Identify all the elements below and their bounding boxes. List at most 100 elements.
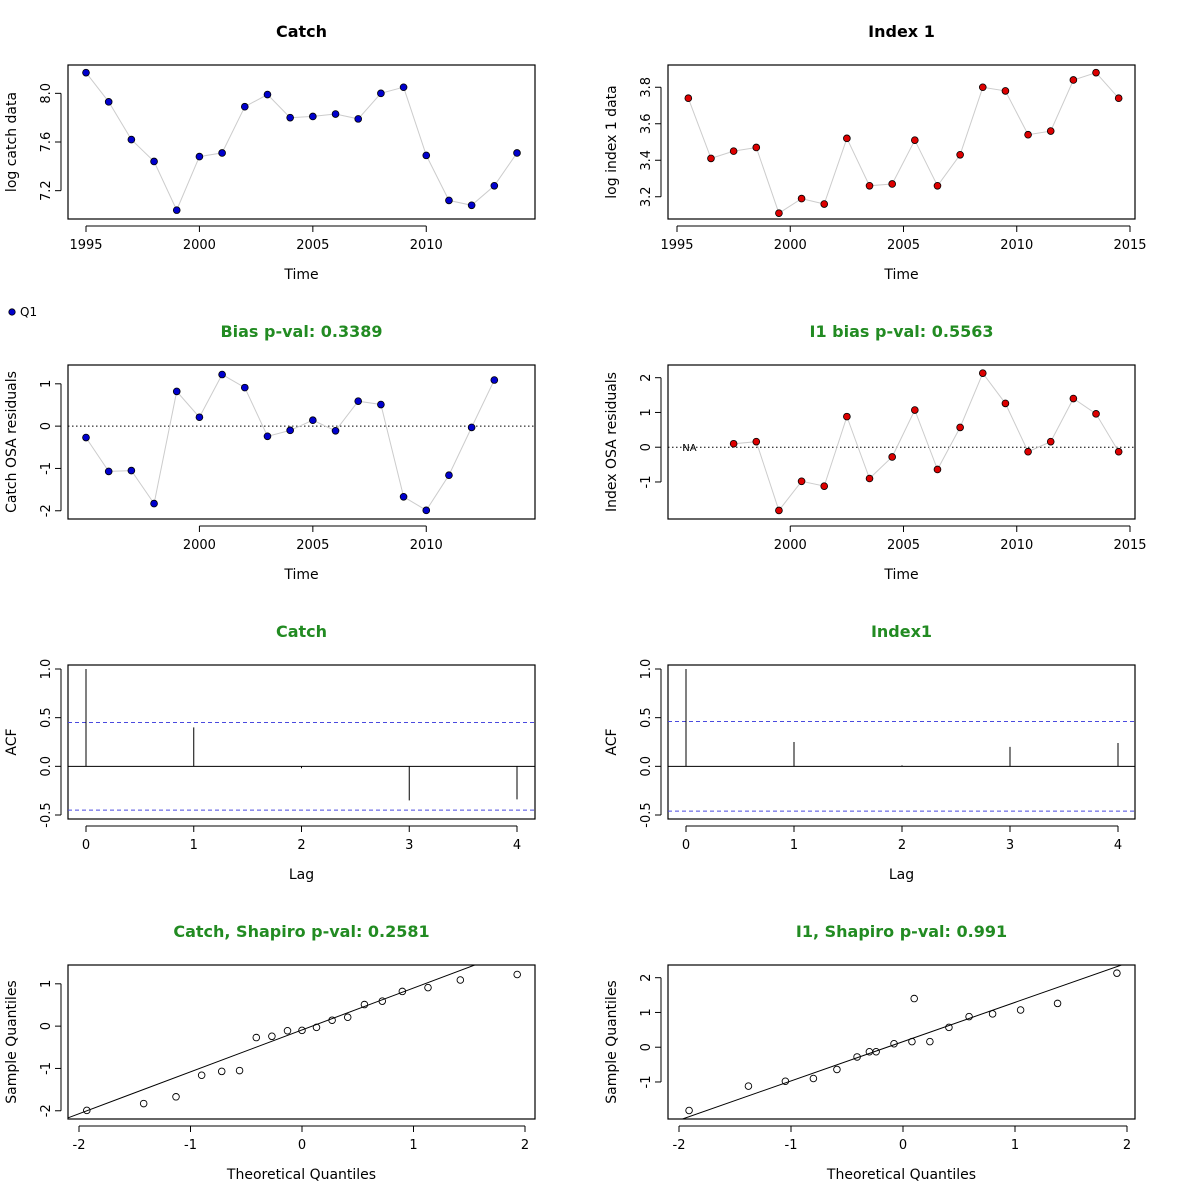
- x-tick-label: 1: [1011, 1138, 1019, 1153]
- data-point: [843, 134, 851, 143]
- qq-point: [360, 1000, 369, 1009]
- data-point: [1092, 410, 1100, 418]
- qq-point: [965, 1012, 973, 1021]
- qq-point: [1053, 999, 1062, 1008]
- x-axis-label: Lag: [289, 867, 314, 883]
- x-tick-label: 2000: [183, 538, 216, 553]
- qq-point: [945, 1023, 953, 1032]
- x-tick-label: 2010: [1000, 238, 1033, 253]
- x-axis-label: Time: [283, 267, 318, 283]
- data-point: [978, 83, 987, 92]
- data-point: [513, 149, 521, 157]
- data-point: [399, 83, 408, 92]
- x-tick-label: 4: [513, 838, 521, 853]
- data-point: [752, 437, 761, 446]
- qq-point: [83, 1106, 91, 1115]
- data-point: [843, 412, 851, 421]
- x-tick-label: 2010: [410, 238, 443, 253]
- x-tick-label: 0: [82, 838, 90, 853]
- qq-point: [328, 1016, 336, 1024]
- data-point: [956, 423, 964, 432]
- data-point: [1114, 447, 1123, 456]
- data-point: [377, 400, 385, 409]
- data-point: [820, 200, 829, 208]
- x-axis-label: Lag: [889, 867, 914, 883]
- chart-panel-5: Catch 0 1 2 3 4 Lag -0.5 0.0 0.5 1.0 ACF: [4, 622, 536, 883]
- chart-title: Catch: [276, 22, 327, 41]
- y-tick-label: 7.6: [39, 132, 54, 153]
- data-point: [729, 147, 738, 155]
- plot-frame: [667, 364, 1136, 520]
- qq-point: [926, 1037, 934, 1046]
- y-axis-label: log catch data: [4, 92, 20, 192]
- data-point: [684, 94, 693, 102]
- y-tick-label: 1.0: [39, 659, 54, 680]
- qq-point: [685, 1106, 693, 1115]
- qq-point: [268, 1032, 276, 1041]
- qq-point: [456, 976, 465, 984]
- data-point: [956, 150, 964, 159]
- y-axis-label: log index 1 data: [604, 85, 620, 198]
- qq-point: [988, 1010, 997, 1018]
- x-axis-label: Time: [883, 567, 918, 583]
- qq-reference-line: [68, 965, 477, 1119]
- data-point: [775, 209, 783, 217]
- data-point: [1046, 437, 1055, 446]
- data-point: [797, 477, 806, 486]
- y-tick-label: 1: [39, 980, 54, 988]
- y-tick-label: -1: [39, 462, 54, 475]
- y-tick-label: -1: [639, 475, 654, 488]
- data-point: [1114, 94, 1123, 102]
- chart-panel-2: Index 1 1995 2000 2005 2010 2015 Time 3.2 3.4 3.6…: [604, 22, 1147, 283]
- data-point: [933, 465, 942, 474]
- x-axis-label: Theoretical Quantiles: [226, 1167, 376, 1183]
- qq-point: [853, 1053, 861, 1061]
- data-point: [309, 112, 317, 121]
- qq-point: [343, 1013, 352, 1021]
- data-point: [752, 143, 761, 152]
- y-tick-label: 3.8: [639, 77, 654, 98]
- y-axis-label: ACF: [604, 728, 620, 755]
- series-connector-line: [733, 372, 1120, 512]
- x-tick-label: 2015: [1113, 538, 1146, 553]
- y-axis-label: Index OSA residuals: [604, 372, 620, 512]
- x-tick-label: 0: [298, 1138, 306, 1153]
- x-tick-label: 2000: [774, 538, 807, 553]
- data-point: [127, 466, 136, 475]
- y-tick-label: 2: [639, 374, 654, 382]
- data-point: [490, 182, 499, 190]
- chart-title: Bias p-val: 0.3389: [220, 322, 382, 341]
- na-label: NA: [682, 443, 696, 454]
- data-point: [1069, 394, 1078, 403]
- y-tick-label: 2: [639, 974, 654, 982]
- chart-title: Index 1: [868, 22, 935, 41]
- data-point: [309, 416, 317, 425]
- qq-point: [424, 983, 432, 992]
- y-tick-label: 0.5: [39, 707, 54, 728]
- y-tick-label: 0: [39, 1022, 54, 1030]
- qq-point: [378, 997, 387, 1005]
- data-point: [911, 136, 919, 144]
- qq-point: [139, 1099, 148, 1108]
- data-point: [127, 135, 136, 144]
- plot-frame: [667, 64, 1136, 220]
- x-tick-label: -1: [184, 1138, 197, 1153]
- series-connector-line: [85, 373, 495, 511]
- qq-point: [298, 1026, 306, 1035]
- x-tick-label: -2: [73, 1138, 86, 1153]
- qq-point: [252, 1033, 261, 1042]
- data-point: [399, 493, 408, 501]
- data-point: [172, 387, 181, 396]
- x-tick-label: 2005: [887, 538, 920, 553]
- chart-title: I1, Shapiro p-val: 0.991: [796, 922, 1007, 941]
- qq-point: [172, 1093, 180, 1101]
- x-tick-label: 3: [1006, 838, 1014, 853]
- plot-frame: [67, 664, 536, 820]
- y-axis-label: Sample Quantiles: [604, 980, 620, 1103]
- data-point: [240, 102, 249, 111]
- data-point: [195, 152, 204, 161]
- y-tick-label: 3.6: [639, 113, 654, 134]
- qq-point: [910, 994, 918, 1003]
- data-point: [331, 110, 340, 118]
